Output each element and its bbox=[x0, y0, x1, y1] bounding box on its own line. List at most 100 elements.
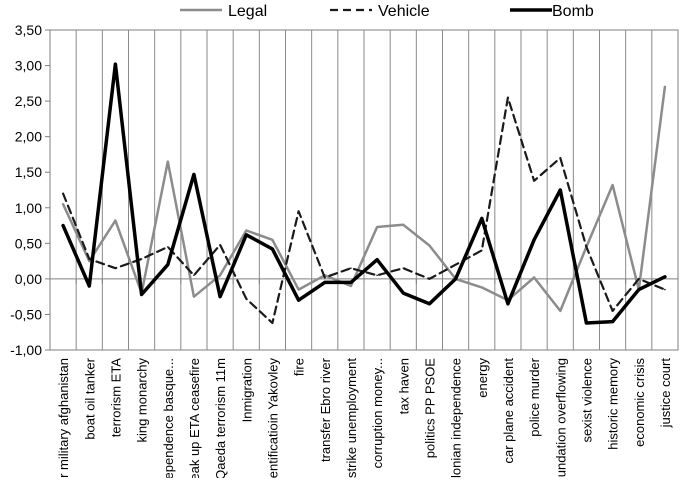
data-point-bomb bbox=[297, 299, 300, 302]
data-point-legal bbox=[114, 219, 117, 222]
x-tick-label: Catalonian independence bbox=[449, 358, 464, 478]
x-tick-label: energy bbox=[475, 358, 490, 398]
data-point-legal bbox=[167, 160, 169, 163]
data-point-bomb bbox=[481, 217, 483, 220]
data-point-bomb bbox=[271, 248, 274, 250]
data-point-vehicle bbox=[585, 246, 588, 248]
data-point-vehicle bbox=[611, 310, 614, 312]
x-tick-label: boat oil tanker bbox=[82, 357, 97, 439]
data-point-bomb bbox=[88, 285, 91, 287]
data-point-vehicle bbox=[324, 276, 326, 279]
data-point-vehicle bbox=[114, 267, 117, 270]
x-tick-label: corruption money... bbox=[370, 358, 385, 468]
label-layer: -1,00 -0,50 0,00 0,50 1,00 1,50 2,00 2,50 3,00 3,… bbox=[10, 22, 673, 483]
data-point-legal bbox=[271, 239, 274, 241]
series-line-legal bbox=[61, 85, 667, 313]
data-point-bomb bbox=[507, 303, 509, 305]
x-tick-label: car plane accident bbox=[501, 358, 516, 464]
data-point-vehicle bbox=[62, 192, 64, 195]
data-point-bomb bbox=[114, 63, 117, 65]
data-point-vehicle bbox=[533, 180, 535, 182]
y-tick-label: 3,50 bbox=[15, 22, 42, 38]
data-point-bomb bbox=[219, 295, 221, 298]
data-point-vehicle bbox=[297, 210, 300, 213]
data-point-legal bbox=[481, 286, 483, 289]
y-tick-label: 0,50 bbox=[15, 235, 42, 251]
data-point-bomb bbox=[167, 263, 169, 266]
data-point-bomb bbox=[193, 173, 195, 176]
data-point-vehicle bbox=[402, 267, 405, 270]
x-tick-label: police murder bbox=[527, 357, 542, 436]
data-point-legal bbox=[428, 244, 431, 247]
data-point-legal bbox=[664, 86, 666, 88]
x-tick-label: king monarchy bbox=[135, 358, 150, 443]
data-point-bomb bbox=[428, 303, 431, 305]
series-line-vehicle bbox=[61, 96, 667, 325]
y-tick-label: 0,00 bbox=[15, 271, 42, 287]
y-tick-label: -1,00 bbox=[10, 342, 42, 358]
x-tick-label: sexist violence bbox=[579, 358, 594, 443]
data-point-vehicle bbox=[140, 258, 143, 260]
legend: Legal Vehicle Bomb bbox=[180, 3, 594, 20]
data-point-vehicle bbox=[481, 249, 483, 252]
x-tick-label: fire bbox=[292, 358, 307, 376]
data-point-bomb bbox=[350, 281, 352, 284]
data-point-vehicle bbox=[193, 274, 195, 277]
x-tick-label: justice court bbox=[658, 358, 673, 429]
x-tick-label: politics PP PSOE bbox=[422, 358, 437, 459]
x-tick-label: strike unemployment bbox=[344, 358, 359, 478]
data-point-legal bbox=[297, 288, 300, 291]
x-tick-label: independence basque... bbox=[161, 358, 176, 478]
data-point-legal bbox=[62, 203, 64, 205]
data-point-legal bbox=[533, 276, 535, 279]
data-point-bomb bbox=[402, 292, 405, 294]
x-tick-label: transfer Ebro river bbox=[318, 357, 333, 462]
data-point-vehicle bbox=[559, 157, 562, 159]
data-point-vehicle bbox=[350, 267, 352, 270]
data-point-vehicle bbox=[507, 96, 509, 99]
data-point-bomb bbox=[62, 224, 64, 227]
data-point-vehicle bbox=[428, 278, 431, 280]
x-tick-label: Inmigration bbox=[239, 358, 254, 422]
data-point-bomb bbox=[454, 278, 457, 280]
data-point-legal bbox=[245, 229, 248, 232]
data-point-legal bbox=[88, 260, 91, 262]
data-point-bomb bbox=[611, 320, 614, 323]
data-point-bomb bbox=[324, 281, 326, 284]
data-point-vehicle bbox=[245, 298, 248, 300]
data-point-legal bbox=[193, 295, 195, 298]
data-point-vehicle bbox=[167, 246, 169, 248]
data-point-bomb bbox=[585, 322, 588, 324]
y-tick-label: 2,50 bbox=[15, 93, 42, 109]
data-point-bomb bbox=[376, 258, 378, 261]
grid-layer bbox=[49, 29, 679, 351]
data-point-legal bbox=[376, 226, 378, 228]
data-point-legal bbox=[611, 184, 614, 186]
series-layer bbox=[61, 62, 667, 325]
legend-label-bomb: Bomb bbox=[552, 3, 594, 20]
y-tick-label: 3,00 bbox=[15, 58, 42, 74]
x-tick-label: terrorism ETA bbox=[108, 358, 123, 438]
data-point-vehicle bbox=[454, 263, 457, 266]
legend-label-legal: Legal bbox=[228, 3, 267, 20]
data-point-bomb bbox=[559, 189, 562, 191]
y-tick-label: -0,50 bbox=[10, 306, 42, 322]
x-tick-label: Identificatioin Yakovley bbox=[265, 358, 280, 478]
y-tick-label: 1,50 bbox=[15, 164, 42, 180]
data-point-legal bbox=[219, 274, 221, 277]
y-tick-label: 2,00 bbox=[15, 129, 42, 145]
x-tick-label: inundation overflowing bbox=[553, 358, 568, 478]
data-point-vehicle bbox=[88, 258, 91, 260]
data-point-legal bbox=[402, 224, 405, 226]
x-tick-label: break up ETA ceasefire bbox=[187, 358, 202, 478]
x-tick-label: economic crisis bbox=[632, 358, 647, 447]
x-tick-label: Al Qaeda terrorism 11m bbox=[213, 358, 228, 478]
data-point-vehicle bbox=[638, 278, 640, 280]
data-point-vehicle bbox=[664, 288, 666, 291]
series-line-bomb bbox=[61, 62, 667, 325]
data-point-legal bbox=[350, 285, 352, 287]
data-point-vehicle bbox=[219, 244, 221, 246]
data-point-vehicle bbox=[376, 274, 378, 277]
